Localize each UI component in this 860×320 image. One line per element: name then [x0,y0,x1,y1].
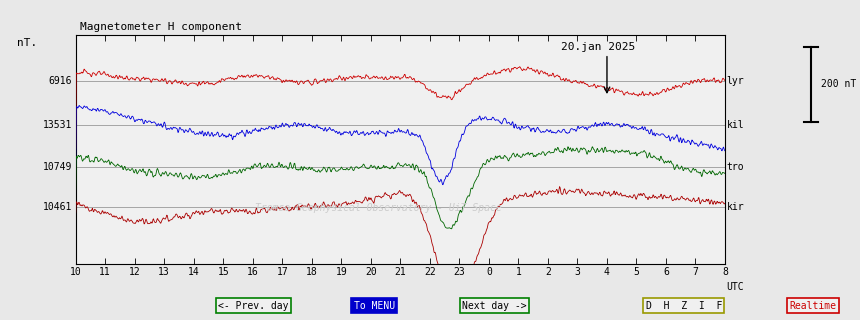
Text: D  H  Z  I  F: D H Z I F [646,300,722,311]
Text: kil: kil [727,120,744,130]
Text: 10461: 10461 [43,202,72,212]
Text: <- Prev. day: <- Prev. day [218,300,289,311]
Text: 13531: 13531 [43,120,72,130]
Text: 10749: 10749 [43,162,72,172]
Text: tro: tro [727,162,744,172]
Text: lyr: lyr [727,76,744,86]
Text: kir: kir [727,202,744,212]
Text: Tromso Geophysical Observatory - UiT Space: Tromso Geophysical Observatory - UiT Spa… [255,203,501,213]
Text: 200 nT: 200 nT [821,79,857,89]
Text: nT.: nT. [17,38,38,48]
Text: 6916: 6916 [49,76,72,86]
Text: 20.jan 2025: 20.jan 2025 [562,42,636,52]
Text: Magnetometer H component: Magnetometer H component [80,22,242,32]
Text: UTC: UTC [726,282,743,292]
Text: Realtime: Realtime [789,300,836,311]
Text: Next day ->: Next day -> [462,300,527,311]
Text: To MENU: To MENU [353,300,395,311]
